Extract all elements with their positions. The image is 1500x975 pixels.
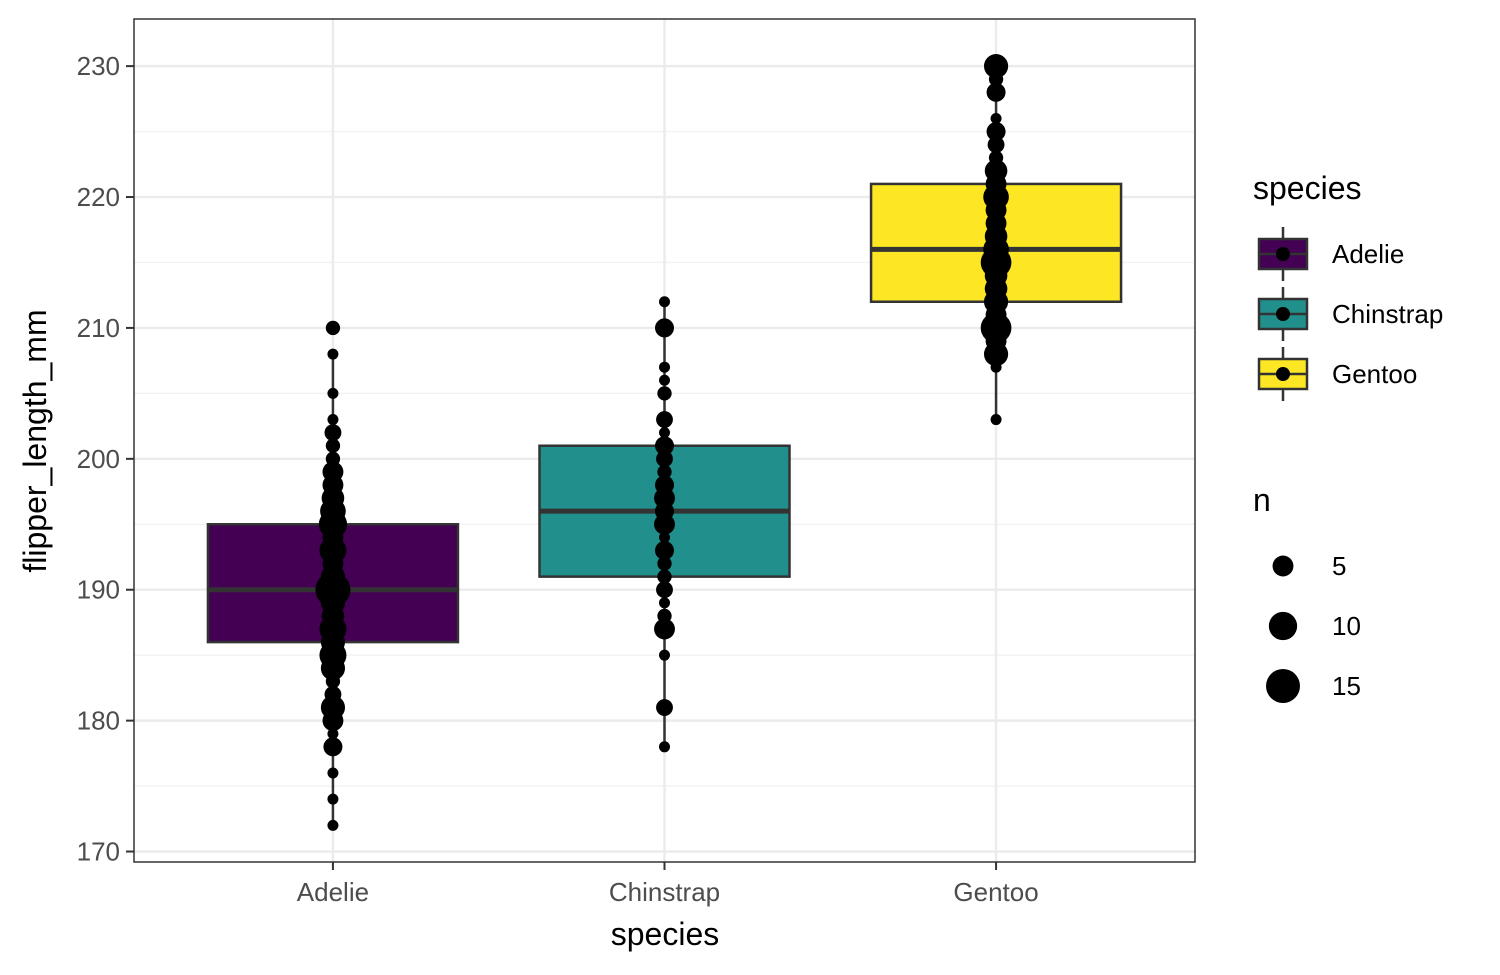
point-chinstrap (657, 464, 672, 480)
point-gentoo (987, 136, 1005, 154)
legend-size-keys: 5 10 15 (1266, 551, 1361, 703)
point-chinstrap (656, 450, 673, 468)
point-gentoo (986, 82, 1006, 102)
point-gentoo (990, 414, 1002, 426)
legend-size-key (1272, 555, 1294, 577)
point-chinstrap (655, 318, 674, 338)
point-adelie (325, 320, 341, 336)
point-chinstrap (657, 569, 672, 584)
point-chinstrap (659, 374, 670, 386)
x-tick-label: Adelie (297, 877, 369, 907)
point-chinstrap (657, 608, 672, 624)
point-layer (315, 54, 1012, 831)
x-tick-label: Gentoo (953, 877, 1038, 907)
legend-key-point (1276, 247, 1290, 261)
point-adelie (322, 461, 344, 483)
x-axis: Adelie Chinstrap Gentoo (297, 862, 1039, 907)
y-axis: 170 180 190 200 210 220 230 (77, 51, 134, 867)
legend-size-title: n (1253, 482, 1271, 518)
point-chinstrap (657, 556, 672, 571)
legend-size-label: 5 (1332, 551, 1346, 581)
y-tick-label: 220 (77, 182, 120, 212)
legend-label-adelie: Adelie (1332, 239, 1404, 269)
point-chinstrap (656, 699, 673, 716)
point-gentoo (990, 112, 1002, 124)
legend-fill-title: species (1253, 170, 1362, 206)
point-adelie (327, 819, 339, 831)
point-gentoo (986, 122, 1006, 142)
y-tick-label: 190 (77, 575, 120, 605)
point-chinstrap (656, 581, 673, 599)
point-adelie (327, 348, 339, 360)
legend-size-key (1268, 611, 1298, 641)
legend-key-gentoo (1257, 347, 1309, 401)
legend-size-label: 15 (1332, 671, 1361, 701)
point-chinstrap (655, 540, 674, 560)
point-adelie (327, 767, 339, 779)
y-tick-label: 200 (77, 444, 120, 474)
legend-label-gentoo: Gentoo (1332, 359, 1417, 389)
point-chinstrap (659, 531, 670, 543)
point-adelie (327, 387, 339, 399)
point-adelie (325, 451, 341, 466)
y-tick-label: 210 (77, 313, 120, 343)
point-chinstrap (659, 427, 670, 439)
point-chinstrap (659, 741, 670, 753)
point-adelie (324, 424, 342, 442)
point-chinstrap (657, 386, 672, 401)
x-tick-label: Chinstrap (609, 877, 720, 907)
legend-size-label: 10 (1332, 611, 1361, 641)
point-adelie (320, 695, 346, 720)
legend-key-point (1276, 307, 1290, 321)
point-gentoo (984, 159, 1008, 183)
y-tick-label: 170 (77, 837, 120, 867)
point-chinstrap (659, 649, 670, 661)
y-axis-title: flipper_length_mm (17, 309, 53, 572)
point-chinstrap (655, 475, 674, 495)
legend-key-chinstrap (1257, 287, 1309, 341)
legend: species Adelie Chinstrap Gentoo n 5 10 15 (1253, 170, 1443, 703)
point-chinstrap (655, 436, 674, 456)
point-adelie (325, 438, 341, 453)
y-tick-label: 180 (77, 706, 120, 736)
point-chinstrap (654, 618, 675, 640)
point-gentoo (983, 54, 1009, 79)
point-chinstrap (656, 411, 673, 428)
legend-key-point (1276, 367, 1290, 381)
point-adelie (327, 728, 339, 740)
legend-key-adelie (1257, 227, 1309, 281)
legend-fill-keys: Adelie Chinstrap Gentoo (1257, 227, 1443, 401)
point-chinstrap (659, 597, 670, 609)
y-tick-label: 230 (77, 51, 120, 81)
point-adelie (323, 737, 343, 757)
point-gentoo (988, 150, 1004, 165)
point-chinstrap (659, 361, 670, 373)
point-adelie (327, 414, 339, 426)
point-adelie (327, 793, 339, 805)
x-axis-title: species (611, 916, 720, 952)
legend-label-chinstrap: Chinstrap (1332, 299, 1443, 329)
legend-size-key (1266, 669, 1300, 703)
point-adelie (324, 686, 342, 703)
point-chinstrap (659, 296, 670, 308)
